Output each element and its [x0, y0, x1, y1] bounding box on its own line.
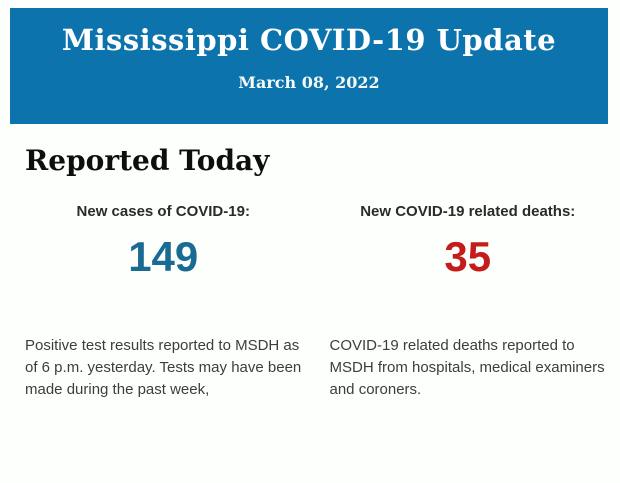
new-deaths-value: 35: [444, 233, 492, 280]
stat-new-cases: New cases of COVID-19: 149 Positive test…: [25, 203, 302, 416]
new-deaths-label: New COVID-19 related deaths:: [360, 203, 576, 220]
new-deaths-description: COVID-19 related deaths reported to MSDH…: [329, 337, 605, 398]
new-cases-label: New cases of COVID-19:: [76, 203, 250, 220]
stats-grid: New cases of COVID-19: 149 Positive test…: [25, 203, 606, 416]
section-heading: Reported Today: [25, 144, 270, 177]
report-date: March 08, 2022: [238, 73, 380, 92]
header-banner: Mississippi COVID-19 Update March 08, 20…: [10, 8, 608, 124]
new-cases-description: Positive test results reported to MSDH a…: [25, 337, 302, 398]
stat-new-deaths: New COVID-19 related deaths: 35 COVID-19…: [330, 203, 607, 416]
new-cases-value: 149: [128, 233, 199, 280]
page-title: Mississippi COVID-19 Update: [61, 23, 557, 57]
